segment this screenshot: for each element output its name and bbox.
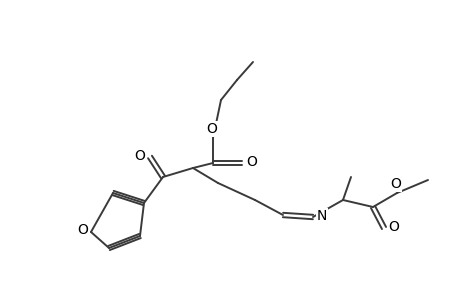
Text: O: O: [390, 177, 401, 191]
Text: N: N: [316, 209, 326, 223]
Text: O: O: [388, 220, 398, 234]
Text: O: O: [78, 223, 88, 237]
Text: O: O: [246, 155, 257, 169]
Text: O: O: [206, 122, 217, 136]
Text: O: O: [134, 149, 145, 163]
